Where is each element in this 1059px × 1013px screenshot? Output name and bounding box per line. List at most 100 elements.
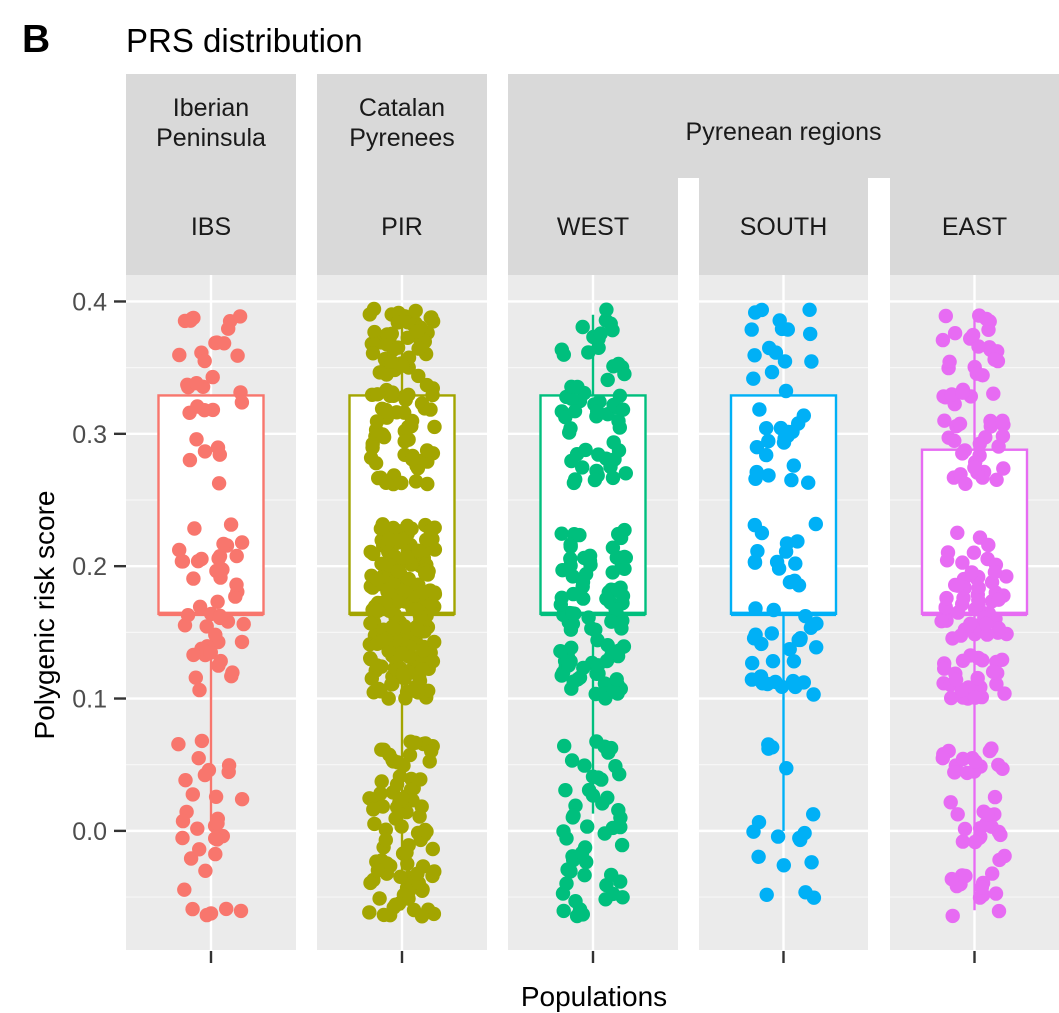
data-point — [939, 553, 955, 568]
data-point — [746, 824, 761, 839]
data-point — [577, 868, 592, 883]
data-point — [199, 907, 214, 923]
data-point — [958, 868, 973, 884]
data-point — [615, 402, 631, 417]
data-point — [988, 886, 1004, 901]
data-point — [609, 672, 624, 687]
data-point — [221, 321, 236, 336]
data-point — [363, 616, 378, 631]
data-point — [396, 667, 411, 682]
data-point — [791, 578, 807, 593]
data-point — [363, 875, 378, 891]
data-point — [965, 327, 981, 343]
data-point — [991, 621, 1007, 636]
data-point — [370, 387, 385, 402]
data-point — [224, 669, 239, 684]
data-point — [957, 821, 973, 837]
data-point — [804, 855, 819, 870]
data-point — [574, 845, 590, 860]
data-point — [184, 311, 200, 326]
data-point — [415, 662, 430, 677]
data-point — [564, 391, 579, 406]
data-point — [604, 614, 619, 629]
data-point — [375, 633, 391, 648]
data-point — [234, 535, 250, 550]
data-point — [384, 326, 399, 341]
data-point — [938, 308, 953, 324]
data-point — [955, 751, 971, 767]
data-point — [372, 891, 387, 906]
data-point — [385, 385, 400, 400]
data-point — [414, 909, 430, 924]
data-point — [554, 342, 569, 357]
data-point — [378, 822, 393, 837]
data-point — [575, 319, 590, 335]
data-point — [752, 402, 767, 417]
data-point — [378, 475, 394, 490]
data-point — [983, 413, 998, 429]
data-point — [391, 896, 407, 911]
data-point — [189, 432, 204, 447]
data-point — [937, 661, 952, 676]
population-strip-label: PIR — [381, 213, 423, 241]
data-point — [373, 786, 388, 801]
facet-group-strip — [126, 74, 296, 178]
data-point — [987, 565, 1003, 580]
data-point — [423, 402, 438, 417]
data-point — [796, 408, 811, 423]
data-point — [945, 908, 960, 924]
data-point — [582, 553, 598, 569]
data-point — [366, 802, 381, 817]
data-point — [605, 540, 621, 555]
data-point — [223, 517, 239, 532]
data-point — [427, 634, 442, 650]
data-point — [564, 753, 580, 768]
data-point — [376, 907, 392, 923]
data-point — [744, 322, 759, 337]
data-point — [601, 745, 616, 760]
population-strip-label: WEST — [557, 213, 629, 241]
data-point — [745, 655, 760, 671]
data-point — [944, 871, 959, 887]
data-point — [809, 616, 824, 631]
data-point — [761, 433, 776, 449]
data-point — [955, 446, 970, 461]
data-point — [186, 571, 201, 586]
data-point — [959, 765, 975, 781]
data-point — [770, 829, 786, 844]
data-point — [611, 803, 626, 818]
y-tick-label: 0.3 — [72, 421, 107, 449]
data-point — [192, 842, 207, 857]
data-point — [374, 742, 389, 757]
data-point — [980, 807, 995, 822]
data-point — [950, 807, 965, 822]
data-point — [618, 550, 633, 565]
jitter-points — [171, 301, 1014, 924]
facet-group-label-line: Peninsula — [156, 124, 266, 152]
data-point — [580, 819, 595, 834]
data-point — [566, 586, 581, 602]
data-point — [991, 903, 1007, 919]
data-point — [403, 782, 419, 797]
data-point — [172, 542, 187, 558]
data-point — [943, 795, 958, 810]
data-point — [192, 682, 207, 698]
data-point — [942, 354, 957, 369]
data-point — [803, 326, 818, 342]
data-point — [554, 590, 569, 605]
data-point — [208, 627, 223, 642]
facet-group-strip — [508, 74, 1059, 178]
data-point — [955, 834, 971, 849]
population-strip — [508, 178, 678, 275]
data-point — [999, 569, 1014, 584]
data-point — [187, 521, 202, 536]
data-point — [564, 640, 579, 655]
data-point — [234, 634, 250, 650]
data-point — [369, 414, 385, 429]
data-point — [782, 642, 797, 657]
data-point — [404, 771, 419, 787]
data-point — [412, 809, 427, 824]
data-point — [374, 774, 389, 789]
data-point — [397, 423, 412, 439]
data-point — [947, 433, 962, 448]
